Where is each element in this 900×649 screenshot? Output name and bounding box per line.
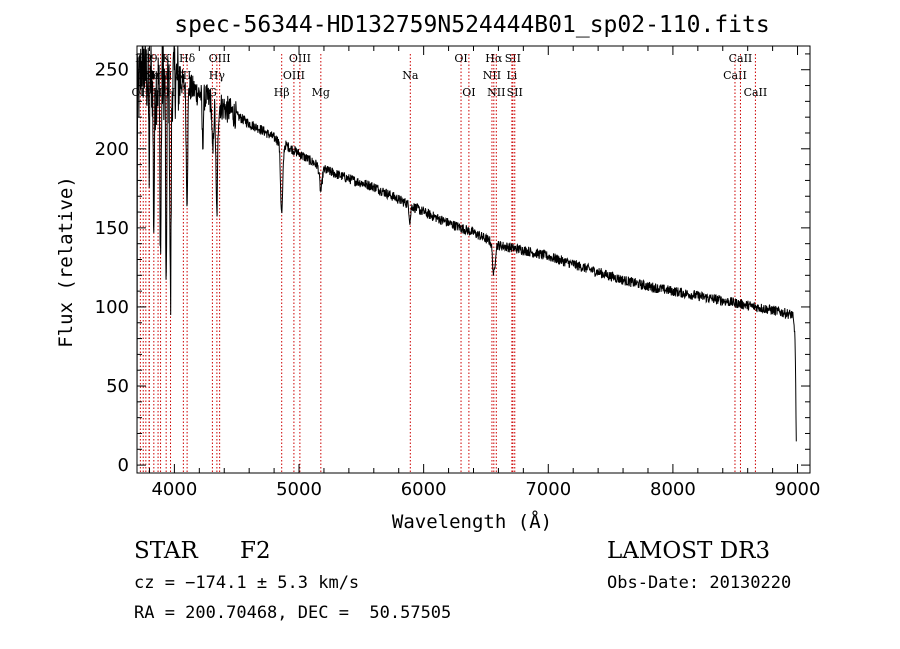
y-tick-label: 50 <box>106 376 129 397</box>
survey-name: LAMOST DR3 <box>607 538 771 564</box>
x-tick-label: 5000 <box>276 479 322 500</box>
y-tick-label: 0 <box>118 455 129 476</box>
marker-label: Na <box>402 69 419 82</box>
marker-label: OII <box>132 86 150 99</box>
marker-label: K <box>162 52 171 65</box>
marker-label: SII <box>507 86 523 99</box>
marker-label: OIII <box>283 69 305 82</box>
coordinates: RA = 200.70468, DEC = 50.57505 <box>134 603 452 623</box>
marker-label: CaII <box>744 86 768 99</box>
object-subclass: F2 <box>240 538 271 564</box>
marker-label: CaII <box>729 52 753 65</box>
marker-label: OIII <box>209 52 231 65</box>
marker-label: OI <box>462 86 475 99</box>
redshift-velocity: cz = −174.1 ± 5.3 km/s <box>134 573 360 593</box>
x-tick-label: 7000 <box>525 479 571 500</box>
x-axis-label: Wavelength (Å) <box>392 510 552 533</box>
marker-label: OIII <box>289 52 311 65</box>
marker-label: Hδ <box>179 52 196 65</box>
observation-date: Obs-Date: 20130220 <box>607 573 792 593</box>
x-tick-label: 4000 <box>151 479 197 500</box>
x-tick-label: 6000 <box>401 479 447 500</box>
marker-label: Hβ <box>274 86 290 99</box>
y-tick-label: 150 <box>95 218 129 239</box>
marker-label: CaII <box>723 69 747 82</box>
y-tick-label: 100 <box>95 297 129 318</box>
marker-label: NII <box>483 69 501 82</box>
marker-label: G <box>208 86 217 99</box>
object-class: STAR <box>134 538 198 564</box>
x-tick-label: 9000 <box>775 479 821 500</box>
y-tick-label: 200 <box>95 139 129 160</box>
plot-frame <box>136 45 811 474</box>
chart-title: spec-56344-HD132759N524444B01_sp02-110.f… <box>174 12 769 38</box>
marker-label: Hα <box>485 52 503 65</box>
axes: 4000 5000 6000 7000 8000 9000 0 50 100 150 200 250 <box>95 46 821 500</box>
marker-label: H <box>166 86 176 99</box>
marker-label: Mg <box>312 86 330 99</box>
spectrum-line <box>136 45 797 466</box>
marker-label: Li <box>506 69 517 82</box>
y-tick-label: 250 <box>95 60 129 81</box>
x-tick-label: 8000 <box>650 479 696 500</box>
y-axis-label: Flux (relative) <box>55 176 77 348</box>
marker-label: OI <box>454 52 467 65</box>
marker-label: Hγ <box>209 69 226 82</box>
marker-label: NII <box>487 86 505 99</box>
marker-label: SII <box>505 52 521 65</box>
